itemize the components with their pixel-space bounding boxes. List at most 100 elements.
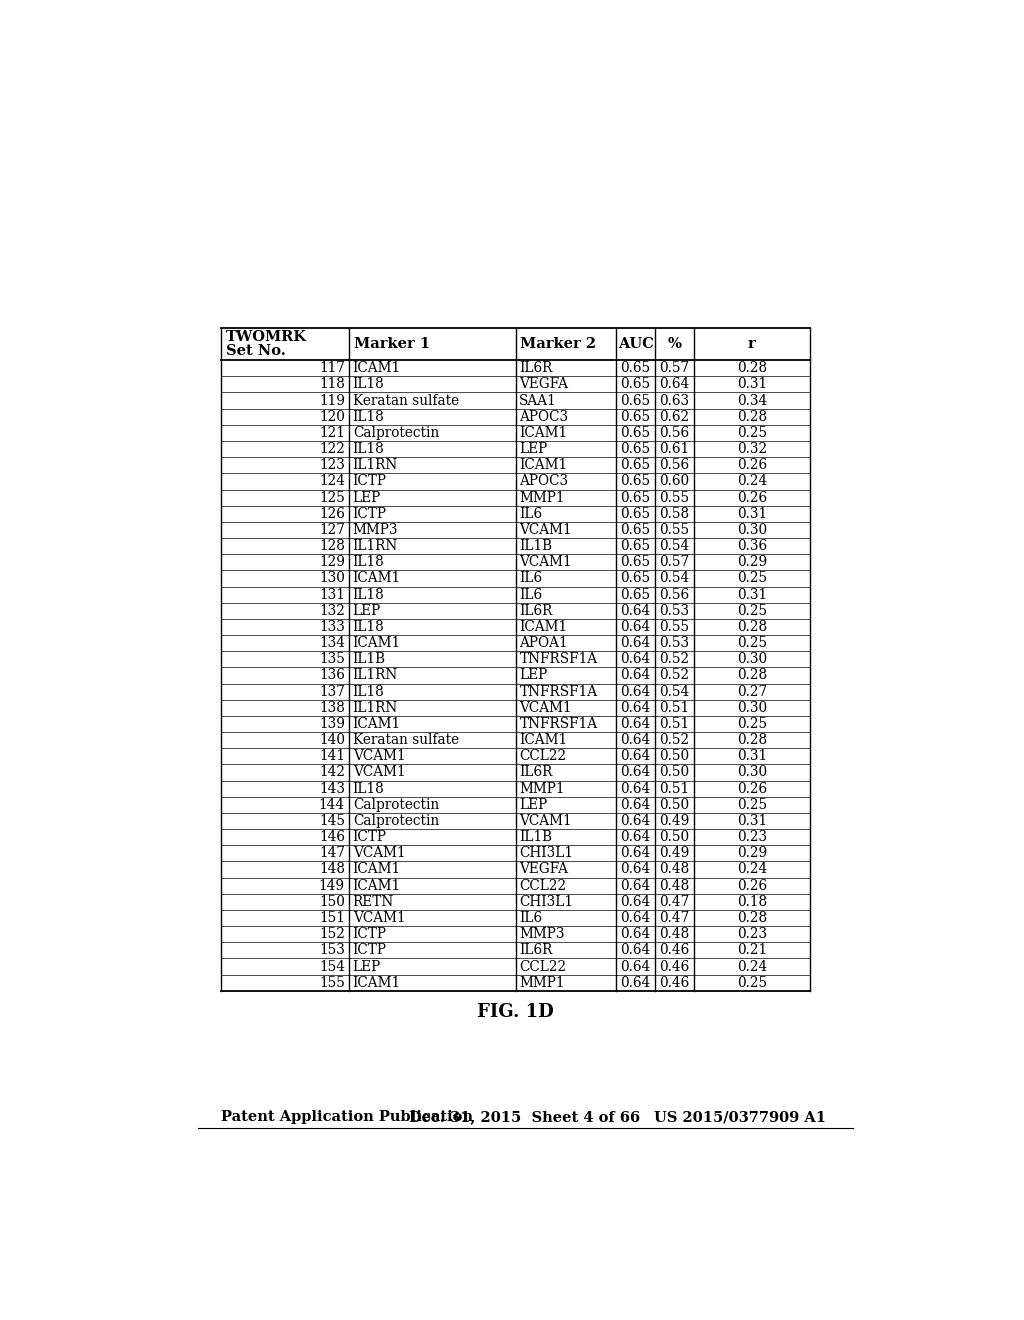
Text: 0.64: 0.64 bbox=[621, 636, 650, 651]
Text: 0.26: 0.26 bbox=[737, 491, 767, 504]
Text: %: % bbox=[668, 337, 681, 351]
Text: 0.36: 0.36 bbox=[737, 539, 767, 553]
Text: 0.64: 0.64 bbox=[621, 862, 650, 876]
Text: 0.64: 0.64 bbox=[621, 766, 650, 780]
Text: 0.31: 0.31 bbox=[737, 814, 767, 828]
Text: 132: 132 bbox=[319, 603, 345, 618]
Text: 0.25: 0.25 bbox=[737, 426, 767, 440]
Text: VEGFA: VEGFA bbox=[519, 862, 568, 876]
Text: APOC3: APOC3 bbox=[519, 409, 568, 424]
Text: 126: 126 bbox=[319, 507, 345, 521]
Text: 0.51: 0.51 bbox=[659, 717, 689, 731]
Text: IL6R: IL6R bbox=[519, 766, 553, 780]
Text: AUC: AUC bbox=[617, 337, 653, 351]
Text: 0.24: 0.24 bbox=[736, 960, 767, 974]
Text: 0.64: 0.64 bbox=[621, 879, 650, 892]
Text: TWOMRK: TWOMRK bbox=[225, 330, 306, 343]
Text: 0.64: 0.64 bbox=[621, 701, 650, 715]
Text: LEP: LEP bbox=[519, 797, 548, 812]
Text: 0.64: 0.64 bbox=[621, 620, 650, 634]
Text: 0.23: 0.23 bbox=[737, 927, 767, 941]
Text: VCAM1: VCAM1 bbox=[352, 846, 406, 861]
Text: 148: 148 bbox=[319, 862, 345, 876]
Text: LEP: LEP bbox=[352, 491, 381, 504]
Text: 153: 153 bbox=[319, 944, 345, 957]
Text: 155: 155 bbox=[319, 975, 345, 990]
Text: 0.65: 0.65 bbox=[621, 393, 650, 408]
Text: 0.65: 0.65 bbox=[621, 523, 650, 537]
Text: 143: 143 bbox=[319, 781, 345, 796]
Text: ICAM1: ICAM1 bbox=[352, 862, 400, 876]
Text: 0.56: 0.56 bbox=[659, 587, 689, 602]
Text: VCAM1: VCAM1 bbox=[519, 523, 572, 537]
Text: 0.25: 0.25 bbox=[737, 636, 767, 651]
Text: 0.65: 0.65 bbox=[621, 491, 650, 504]
Text: 0.56: 0.56 bbox=[659, 458, 689, 473]
Text: IL1B: IL1B bbox=[352, 652, 386, 667]
Text: IL18: IL18 bbox=[352, 781, 384, 796]
Text: 125: 125 bbox=[319, 491, 345, 504]
Text: 0.65: 0.65 bbox=[621, 539, 650, 553]
Text: 121: 121 bbox=[319, 426, 345, 440]
Text: CHI3L1: CHI3L1 bbox=[519, 895, 573, 909]
Text: 0.56: 0.56 bbox=[659, 426, 689, 440]
Text: 0.31: 0.31 bbox=[737, 587, 767, 602]
Text: 0.25: 0.25 bbox=[737, 572, 767, 586]
Text: 0.25: 0.25 bbox=[737, 975, 767, 990]
Text: 0.18: 0.18 bbox=[737, 895, 767, 909]
Text: 0.54: 0.54 bbox=[659, 572, 689, 586]
Text: 135: 135 bbox=[319, 652, 345, 667]
Text: ICTP: ICTP bbox=[352, 474, 387, 488]
Text: VCAM1: VCAM1 bbox=[519, 556, 572, 569]
Text: 0.26: 0.26 bbox=[737, 458, 767, 473]
Text: MMP3: MMP3 bbox=[519, 927, 565, 941]
Text: IL1RN: IL1RN bbox=[352, 668, 398, 682]
Text: 0.50: 0.50 bbox=[659, 766, 689, 780]
Text: r: r bbox=[748, 337, 756, 351]
Text: IL6: IL6 bbox=[519, 507, 543, 521]
Text: 137: 137 bbox=[319, 685, 345, 698]
Text: 129: 129 bbox=[319, 556, 345, 569]
Text: 0.52: 0.52 bbox=[659, 668, 689, 682]
Text: 0.50: 0.50 bbox=[659, 750, 689, 763]
Text: 152: 152 bbox=[319, 927, 345, 941]
Text: 0.54: 0.54 bbox=[659, 685, 689, 698]
Text: 154: 154 bbox=[319, 960, 345, 974]
Text: IL1B: IL1B bbox=[519, 539, 553, 553]
Text: 0.64: 0.64 bbox=[621, 717, 650, 731]
Text: 150: 150 bbox=[319, 895, 345, 909]
Text: RETN: RETN bbox=[352, 895, 394, 909]
Text: 130: 130 bbox=[319, 572, 345, 586]
Text: IL18: IL18 bbox=[352, 409, 384, 424]
Text: 0.26: 0.26 bbox=[737, 781, 767, 796]
Text: 144: 144 bbox=[318, 797, 345, 812]
Text: IL6: IL6 bbox=[519, 911, 543, 925]
Text: 0.30: 0.30 bbox=[737, 523, 767, 537]
Text: 0.64: 0.64 bbox=[659, 378, 689, 392]
Text: IL18: IL18 bbox=[352, 378, 384, 392]
Text: 0.51: 0.51 bbox=[659, 781, 689, 796]
Text: 118: 118 bbox=[319, 378, 345, 392]
Text: 0.62: 0.62 bbox=[659, 409, 689, 424]
Text: IL18: IL18 bbox=[352, 620, 384, 634]
Text: 0.64: 0.64 bbox=[621, 975, 650, 990]
Text: 133: 133 bbox=[319, 620, 345, 634]
Text: 117: 117 bbox=[319, 362, 345, 375]
Text: FIG. 1D: FIG. 1D bbox=[477, 1003, 554, 1022]
Text: LEP: LEP bbox=[519, 668, 548, 682]
Text: Patent Application Publication: Patent Application Publication bbox=[221, 1110, 473, 1125]
Text: 0.28: 0.28 bbox=[737, 733, 767, 747]
Text: 146: 146 bbox=[319, 830, 345, 845]
Text: VEGFA: VEGFA bbox=[519, 378, 568, 392]
Text: 0.25: 0.25 bbox=[737, 603, 767, 618]
Text: 0.47: 0.47 bbox=[659, 895, 689, 909]
Text: 0.53: 0.53 bbox=[659, 636, 689, 651]
Text: IL18: IL18 bbox=[352, 442, 384, 457]
Text: ICTP: ICTP bbox=[352, 944, 387, 957]
Text: 0.51: 0.51 bbox=[659, 701, 689, 715]
Text: 0.65: 0.65 bbox=[621, 556, 650, 569]
Text: 0.64: 0.64 bbox=[621, 733, 650, 747]
Text: IL6R: IL6R bbox=[519, 603, 553, 618]
Text: 0.46: 0.46 bbox=[659, 975, 689, 990]
Text: 131: 131 bbox=[319, 587, 345, 602]
